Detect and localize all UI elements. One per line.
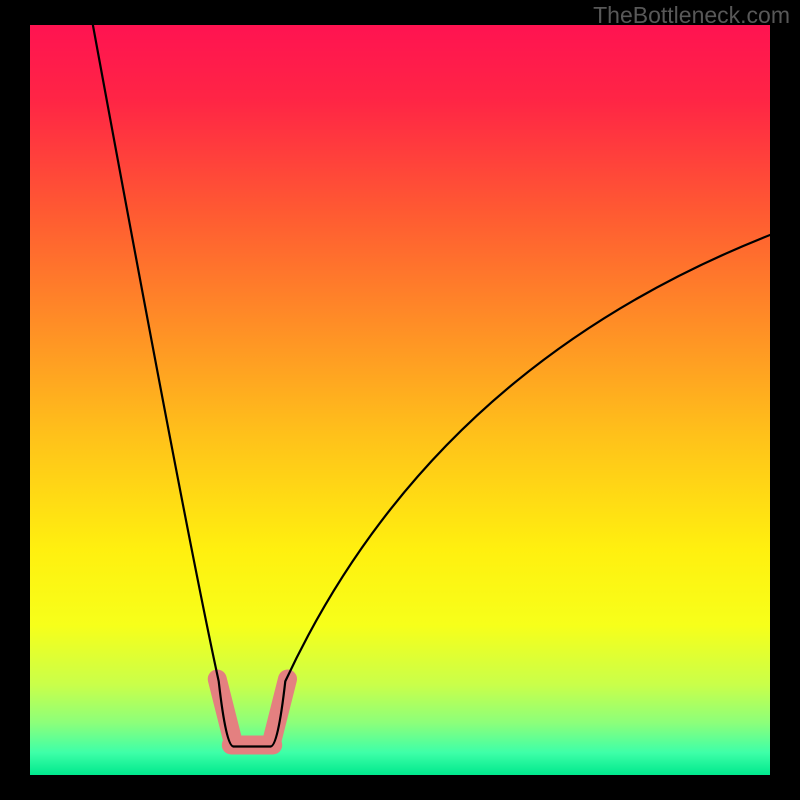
plot-area: [30, 25, 770, 775]
curve-right-branch: [271, 235, 771, 747]
watermark-text: TheBottleneck.com: [593, 2, 790, 29]
curve-layer: [30, 25, 770, 775]
curve-left-branch: [93, 25, 234, 747]
